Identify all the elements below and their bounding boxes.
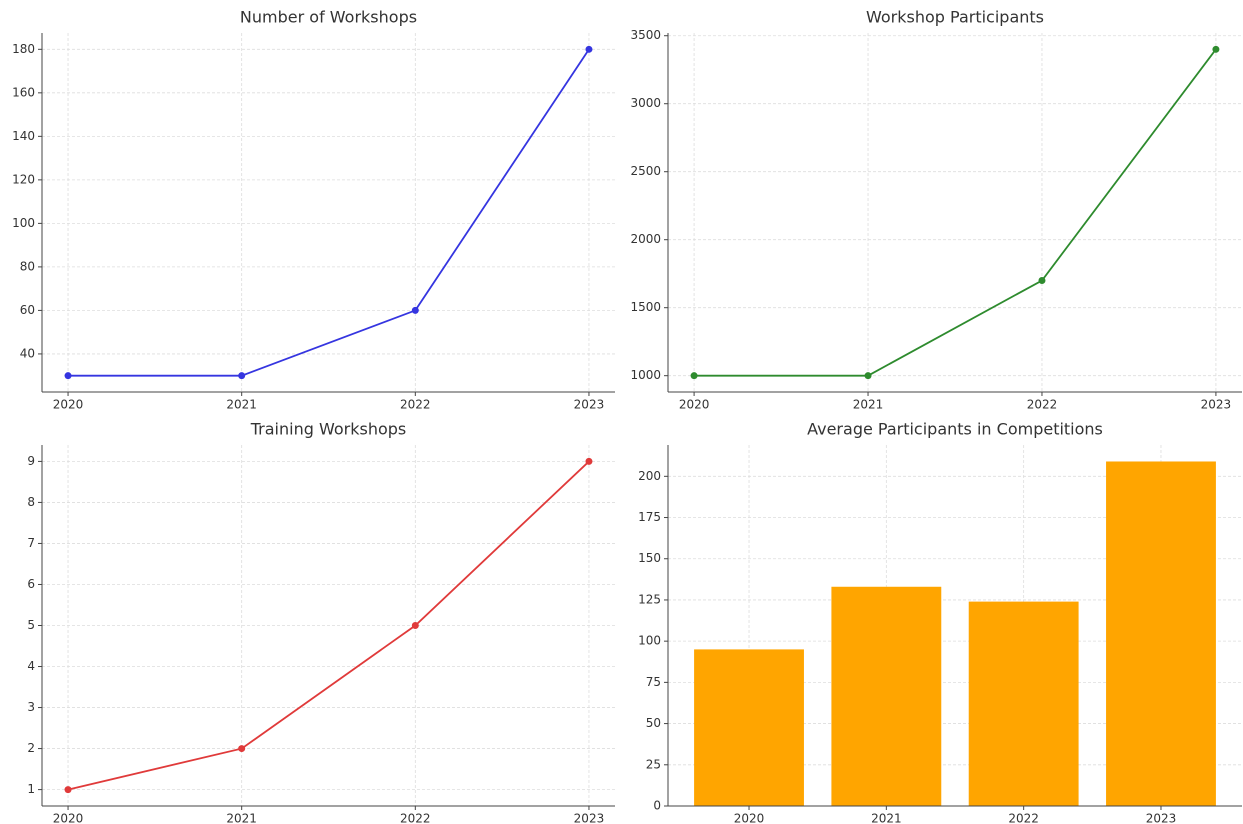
y-tick-label: 0	[653, 799, 661, 813]
y-tick-label: 120	[12, 172, 35, 186]
y-tick-label: 4	[27, 659, 35, 673]
y-tick-label: 8	[27, 495, 35, 509]
x-tick-label: 2021	[226, 398, 257, 412]
point	[64, 372, 72, 380]
x-tick-label: 2023	[1146, 812, 1177, 824]
bar	[694, 649, 804, 806]
line	[68, 48, 590, 377]
x-tick-label: 2020	[679, 398, 710, 412]
point	[64, 786, 72, 794]
x-tick-label: 2022	[1008, 812, 1039, 824]
chart-title: Training Workshops	[250, 420, 407, 439]
y-tick-label: 75	[646, 675, 661, 689]
y-tick-label: 25	[646, 757, 661, 771]
y-tick-label: 3	[27, 700, 35, 714]
y-tick-label: 3000	[630, 96, 661, 110]
x-tick-label: 2022	[1027, 398, 1058, 412]
point	[238, 745, 246, 753]
y-tick-label: 2000	[630, 232, 661, 246]
point	[585, 45, 593, 53]
y-tick-label: 7	[27, 536, 35, 550]
x-tick-label: 2023	[574, 812, 605, 824]
y-tick-label: 180	[12, 42, 35, 56]
chart-title: Average Participants in Competitions	[807, 420, 1103, 439]
y-tick-label: 140	[12, 129, 35, 143]
x-tick-label: 2021	[853, 398, 884, 412]
y-tick-label: 100	[638, 634, 661, 648]
x-tick-label: 2020	[53, 398, 84, 412]
point	[411, 306, 419, 314]
subplot: Number of Workshops 40 60 80 100 120 140 160 180…	[12, 8, 615, 412]
x-tick-label: 2021	[871, 812, 902, 824]
y-tick-label: 1500	[630, 300, 661, 314]
y-tick-label: 200	[638, 469, 661, 483]
x-tick-label: 2023	[574, 398, 605, 412]
y-tick-label: 175	[638, 510, 661, 524]
x-tick-label: 2020	[53, 812, 84, 824]
y-tick-label: 50	[646, 716, 661, 730]
y-tick-label: 100	[12, 216, 35, 230]
point	[585, 457, 593, 465]
y-tick-label: 80	[20, 259, 35, 273]
bar	[968, 601, 1079, 806]
y-tick-label: 5	[27, 618, 35, 632]
x-tick-label: 2022	[400, 812, 431, 824]
chart-title: Number of Workshops	[240, 8, 417, 27]
y-tick-label: 125	[638, 592, 661, 606]
x-tick-label: 2021	[226, 812, 257, 824]
subplot: Training Workshops 1 2 3 4 5 6 7 8 9 2020 2021 2022 2…	[27, 420, 615, 824]
y-tick-label: 1	[27, 782, 35, 796]
y-tick-label: 40	[20, 346, 35, 360]
point	[864, 372, 872, 380]
y-tick-label: 6	[27, 577, 35, 591]
y-tick-label: 150	[638, 551, 661, 565]
x-tick-label: 2023	[1201, 398, 1232, 412]
subplot: Workshop Participants 1000 1500 2000 2500 300…	[630, 8, 1242, 412]
subplot: Average Participants in Competitions 0 25 5…	[638, 420, 1242, 824]
line	[694, 48, 1217, 377]
point	[1212, 45, 1220, 53]
point	[411, 622, 419, 629]
y-tick-label: 60	[20, 303, 35, 317]
y-tick-label: 160	[12, 85, 35, 99]
line	[67, 460, 590, 791]
y-tick-label: 1000	[630, 368, 661, 382]
point	[690, 372, 698, 380]
y-tick-label: 2500	[630, 164, 661, 178]
x-tick-label: 2020	[734, 812, 765, 824]
bar	[831, 586, 942, 806]
x-tick-label: 2022	[400, 398, 431, 412]
point	[238, 372, 246, 380]
y-tick-label: 9	[27, 454, 35, 468]
y-tick-label: 2	[27, 741, 35, 755]
point	[1038, 276, 1046, 284]
y-tick-label: 3500	[630, 28, 661, 42]
chart-title: Workshop Participants	[866, 8, 1044, 27]
bar	[1106, 461, 1216, 806]
